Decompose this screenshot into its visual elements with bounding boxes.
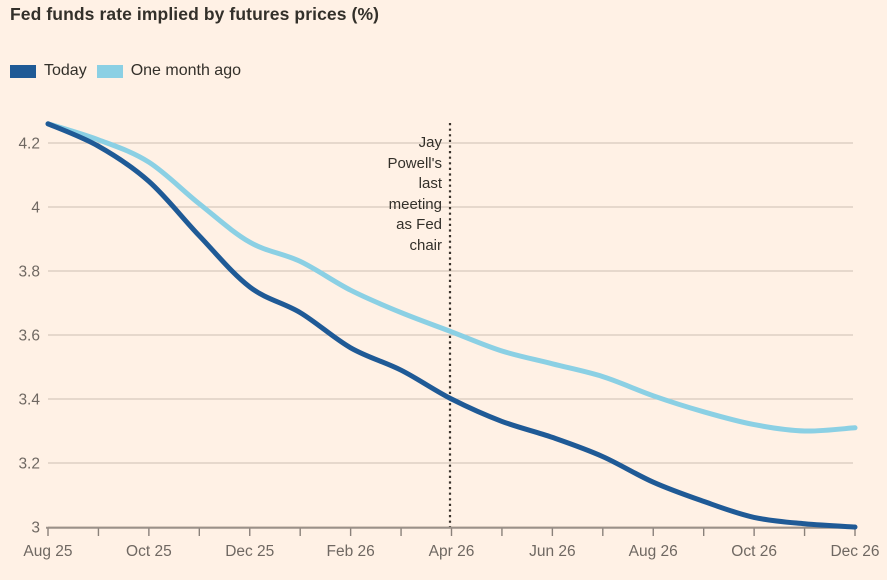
one-month-ago-line <box>45 121 858 434</box>
today-line <box>45 121 858 530</box>
y-tick-label: 3 <box>31 520 40 537</box>
powell-annotation-line: Powell's <box>387 154 442 172</box>
x-tick-label: Aug 26 <box>629 543 678 560</box>
x-tick-label: Dec 25 <box>225 543 274 560</box>
legend-label-one-month-ago: One month ago <box>130 62 241 79</box>
powell-annotation-line: last <box>418 175 442 192</box>
y-tick-label: 3.6 <box>18 328 40 345</box>
legend-item-one-month-ago: One month ago <box>96 62 241 80</box>
powell-annotation-line: chair <box>409 236 442 254</box>
legend-label-today: Today <box>44 62 87 79</box>
x-tick-label: Oct 26 <box>731 543 777 560</box>
legend-item-today: Today <box>10 62 87 80</box>
x-tick-label: Oct 25 <box>126 543 172 560</box>
y-tick-label: 3.4 <box>18 392 40 409</box>
chart-title: Fed funds rate implied by futures prices… <box>10 4 380 24</box>
powell-annotation-line: Jay <box>418 134 442 151</box>
y-tick-label: 4.2 <box>18 136 40 153</box>
powell-annotation: Jay Powell's last meeting as Fed chair <box>302 133 442 256</box>
x-tick-label: Dec 26 <box>830 543 879 560</box>
x-tick-label: Jun 26 <box>529 543 576 560</box>
one-month-ago-swatch-icon <box>96 64 123 78</box>
x-tick-label: Feb 26 <box>326 543 374 560</box>
chart-legend: Today One month ago <box>10 62 241 80</box>
y-tick-label: 3.2 <box>18 456 40 473</box>
x-tick-label: Apr 26 <box>429 543 475 560</box>
x-tick-label: Aug 25 <box>23 543 72 560</box>
y-tick-label: 3.8 <box>18 264 40 281</box>
today-swatch-icon <box>10 64 36 78</box>
powell-annotation-line: meeting <box>388 195 442 213</box>
y-tick-label: 4 <box>31 200 40 217</box>
powell-annotation-line: as Fed <box>396 216 442 233</box>
